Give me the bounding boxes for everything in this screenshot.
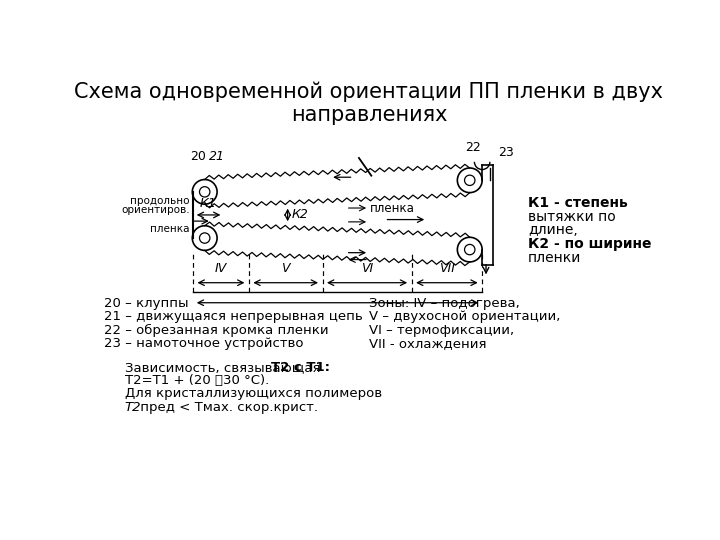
Text: 23: 23 bbox=[498, 146, 513, 159]
Text: VI: VI bbox=[361, 262, 373, 275]
Text: продольно: продольно bbox=[130, 196, 190, 206]
Text: К1: К1 bbox=[200, 197, 217, 210]
Text: V: V bbox=[282, 262, 290, 275]
Text: 20 – клуппы: 20 – клуппы bbox=[104, 298, 189, 310]
Text: Схема одновременной ориентации ПП пленки в двух
направлениях: Схема одновременной ориентации ПП пленки… bbox=[74, 82, 664, 125]
Text: VII - охлаждения: VII - охлаждения bbox=[369, 336, 487, 349]
Text: К2: К2 bbox=[292, 208, 308, 221]
Text: Т2=Т1 + (20 ⑰30 °С).: Т2=Т1 + (20 ⑰30 °С). bbox=[125, 374, 269, 387]
Text: Зоны: IV – подогрева,: Зоны: IV – подогрева, bbox=[369, 298, 520, 310]
Text: 20: 20 bbox=[191, 150, 207, 163]
Text: VI – термофиксации,: VI – термофиксации, bbox=[369, 323, 514, 336]
Text: 22 – обрезанная кромка пленки: 22 – обрезанная кромка пленки bbox=[104, 323, 328, 336]
Text: длине,: длине, bbox=[528, 224, 577, 238]
Text: 22: 22 bbox=[465, 141, 481, 154]
Text: 21: 21 bbox=[209, 150, 225, 163]
Text: IV: IV bbox=[215, 262, 227, 275]
Text: V – двухосной ориентации,: V – двухосной ориентации, bbox=[369, 310, 560, 323]
Text: Т2 с Т1:: Т2 с Т1: bbox=[271, 361, 330, 374]
Text: пленка: пленка bbox=[370, 202, 415, 215]
Text: 23 – намоточное устройство: 23 – намоточное устройство bbox=[104, 336, 303, 349]
Text: ориентиров.: ориентиров. bbox=[122, 205, 190, 215]
Text: К1 - степень: К1 - степень bbox=[528, 195, 628, 210]
Text: Зависимость, связывающая: Зависимость, связывающая bbox=[125, 361, 325, 374]
Text: пленки: пленки bbox=[528, 251, 581, 265]
Text: вытяжки по: вытяжки по bbox=[528, 210, 616, 224]
Text: пред < Тмах. скор.крист.: пред < Тмах. скор.крист. bbox=[137, 401, 318, 414]
Text: К2 - по ширине: К2 - по ширине bbox=[528, 237, 652, 251]
Text: 21 – движущаяся непрерывная цепь: 21 – движущаяся непрерывная цепь bbox=[104, 310, 363, 323]
Text: Т2: Т2 bbox=[125, 401, 141, 414]
Text: VII: VII bbox=[439, 262, 455, 275]
Text: Для кристаллизующихся полимеров: Для кристаллизующихся полимеров bbox=[125, 387, 382, 401]
Text: пленка: пленка bbox=[150, 224, 190, 234]
